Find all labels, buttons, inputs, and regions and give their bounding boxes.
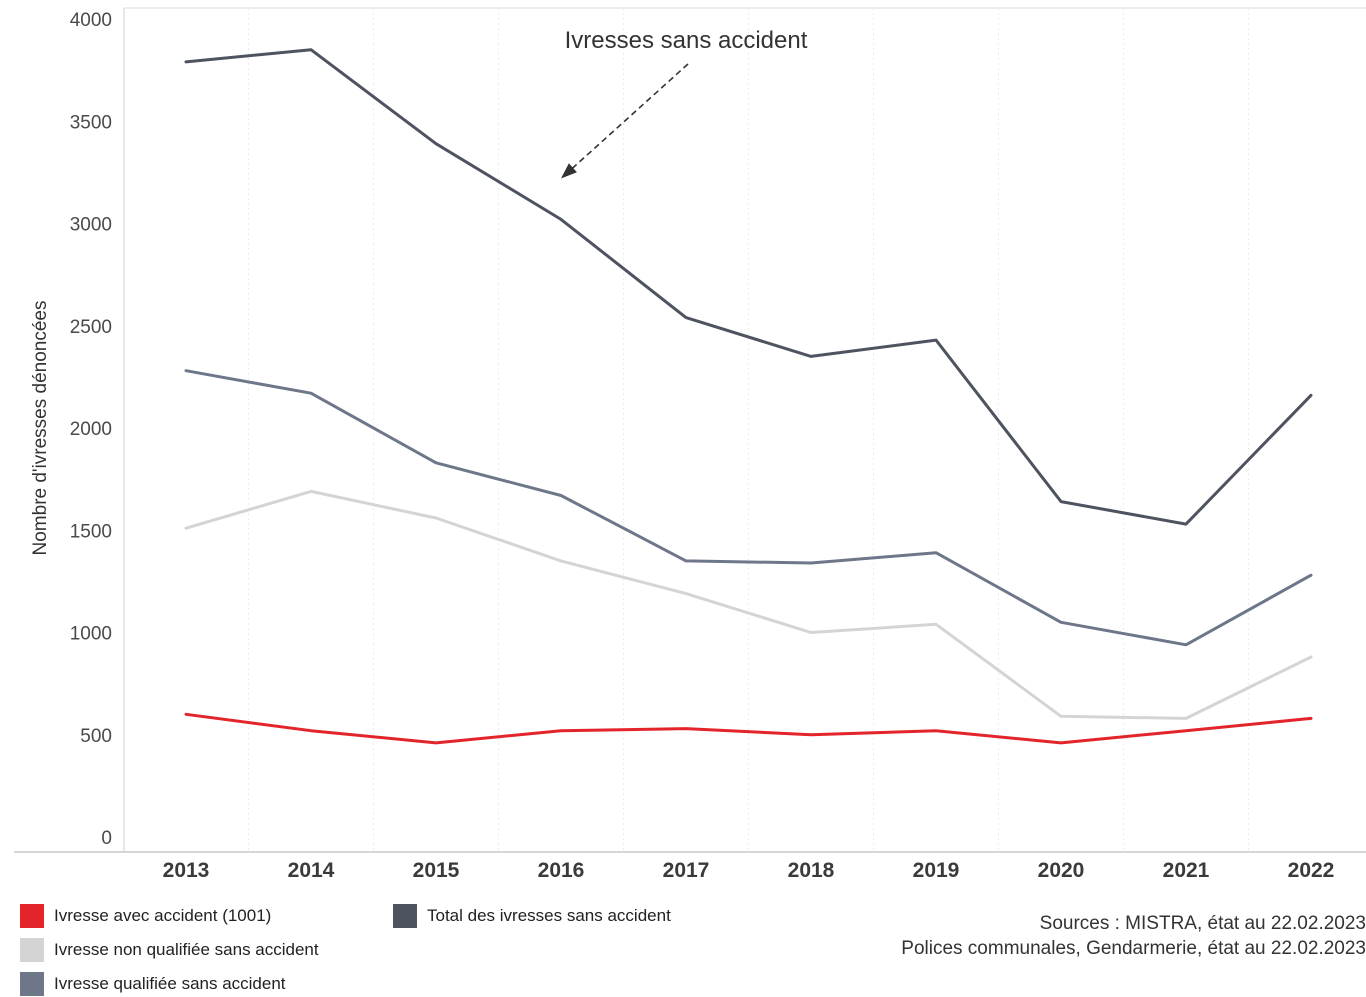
y-tick-label: 3500 bbox=[70, 112, 112, 133]
y-tick-label: 1000 bbox=[70, 624, 112, 645]
line-chart: 0 500 1000 1500 2000 2500 3000 3500 4000 2013 2014… bbox=[14, 7, 1366, 882]
y-tick-label: 2000 bbox=[70, 419, 112, 440]
y-tick-label: 500 bbox=[80, 726, 112, 747]
x-tick-label: 2022 bbox=[1288, 859, 1335, 882]
series-line-4 bbox=[184, 712, 1313, 745]
legend-item-total: Total des ivresses sans accident bbox=[393, 904, 671, 928]
legend-swatch-total bbox=[393, 904, 417, 928]
legend-label-qualifiee: Ivresse qualifiée sans accident bbox=[54, 974, 286, 993]
x-tick-label: 2021 bbox=[1163, 859, 1210, 882]
y-axis-label: Nombre d'ivresses dénoncées bbox=[30, 301, 51, 556]
x-tick-label: 2020 bbox=[1038, 859, 1085, 882]
legend-label-total: Total des ivresses sans accident bbox=[427, 906, 671, 925]
legend-label-accident: Ivresse avec accident (1001) bbox=[54, 906, 272, 925]
sources-note: Sources : MISTRA, état au 22.02.2023 Pol… bbox=[901, 911, 1366, 961]
annotation-arrow-line bbox=[570, 63, 689, 171]
y-tick-label: 3000 bbox=[70, 215, 112, 236]
annotation-arrow-head bbox=[561, 163, 577, 179]
y-tick-label: 4000 bbox=[70, 10, 112, 31]
series-line-3 bbox=[184, 489, 1313, 720]
x-tick-label: 2013 bbox=[163, 859, 210, 882]
y-tick-label: 1500 bbox=[70, 521, 112, 542]
series-line-1 bbox=[184, 48, 1313, 526]
legend-item-accident: Ivresse avec accident (1001) bbox=[20, 904, 271, 928]
x-tick-label: 2018 bbox=[788, 859, 835, 882]
x-tick-label: 2017 bbox=[663, 859, 710, 882]
legend-swatch-non-qualifiee bbox=[20, 938, 44, 962]
sources-line-1: Sources : MISTRA, état au 22.02.2023 bbox=[1039, 913, 1366, 934]
y-tick-label: 0 bbox=[101, 828, 112, 849]
x-tick-label: 2015 bbox=[413, 859, 460, 882]
legend-item-qualifiee: Ivresse qualifiée sans accident bbox=[20, 972, 286, 996]
x-tick-label: 2019 bbox=[913, 859, 960, 882]
series-line-2 bbox=[184, 369, 1313, 647]
legend-label-non-qualifiee: Ivresse non qualifiée sans accident bbox=[54, 940, 319, 959]
x-tick-label: 2014 bbox=[288, 859, 335, 882]
sources-line-2: Polices communales, Gendarmerie, état au… bbox=[901, 938, 1366, 959]
y-tick-label: 2500 bbox=[70, 317, 112, 338]
legend-item-non-qualifiee: Ivresse non qualifiée sans accident bbox=[20, 938, 319, 962]
legend-swatch-qualifiee bbox=[20, 972, 44, 996]
x-tick-label: 2016 bbox=[538, 859, 585, 882]
legend-swatch-accident bbox=[20, 904, 44, 928]
annotation-label: Ivresses sans accident bbox=[565, 27, 808, 54]
